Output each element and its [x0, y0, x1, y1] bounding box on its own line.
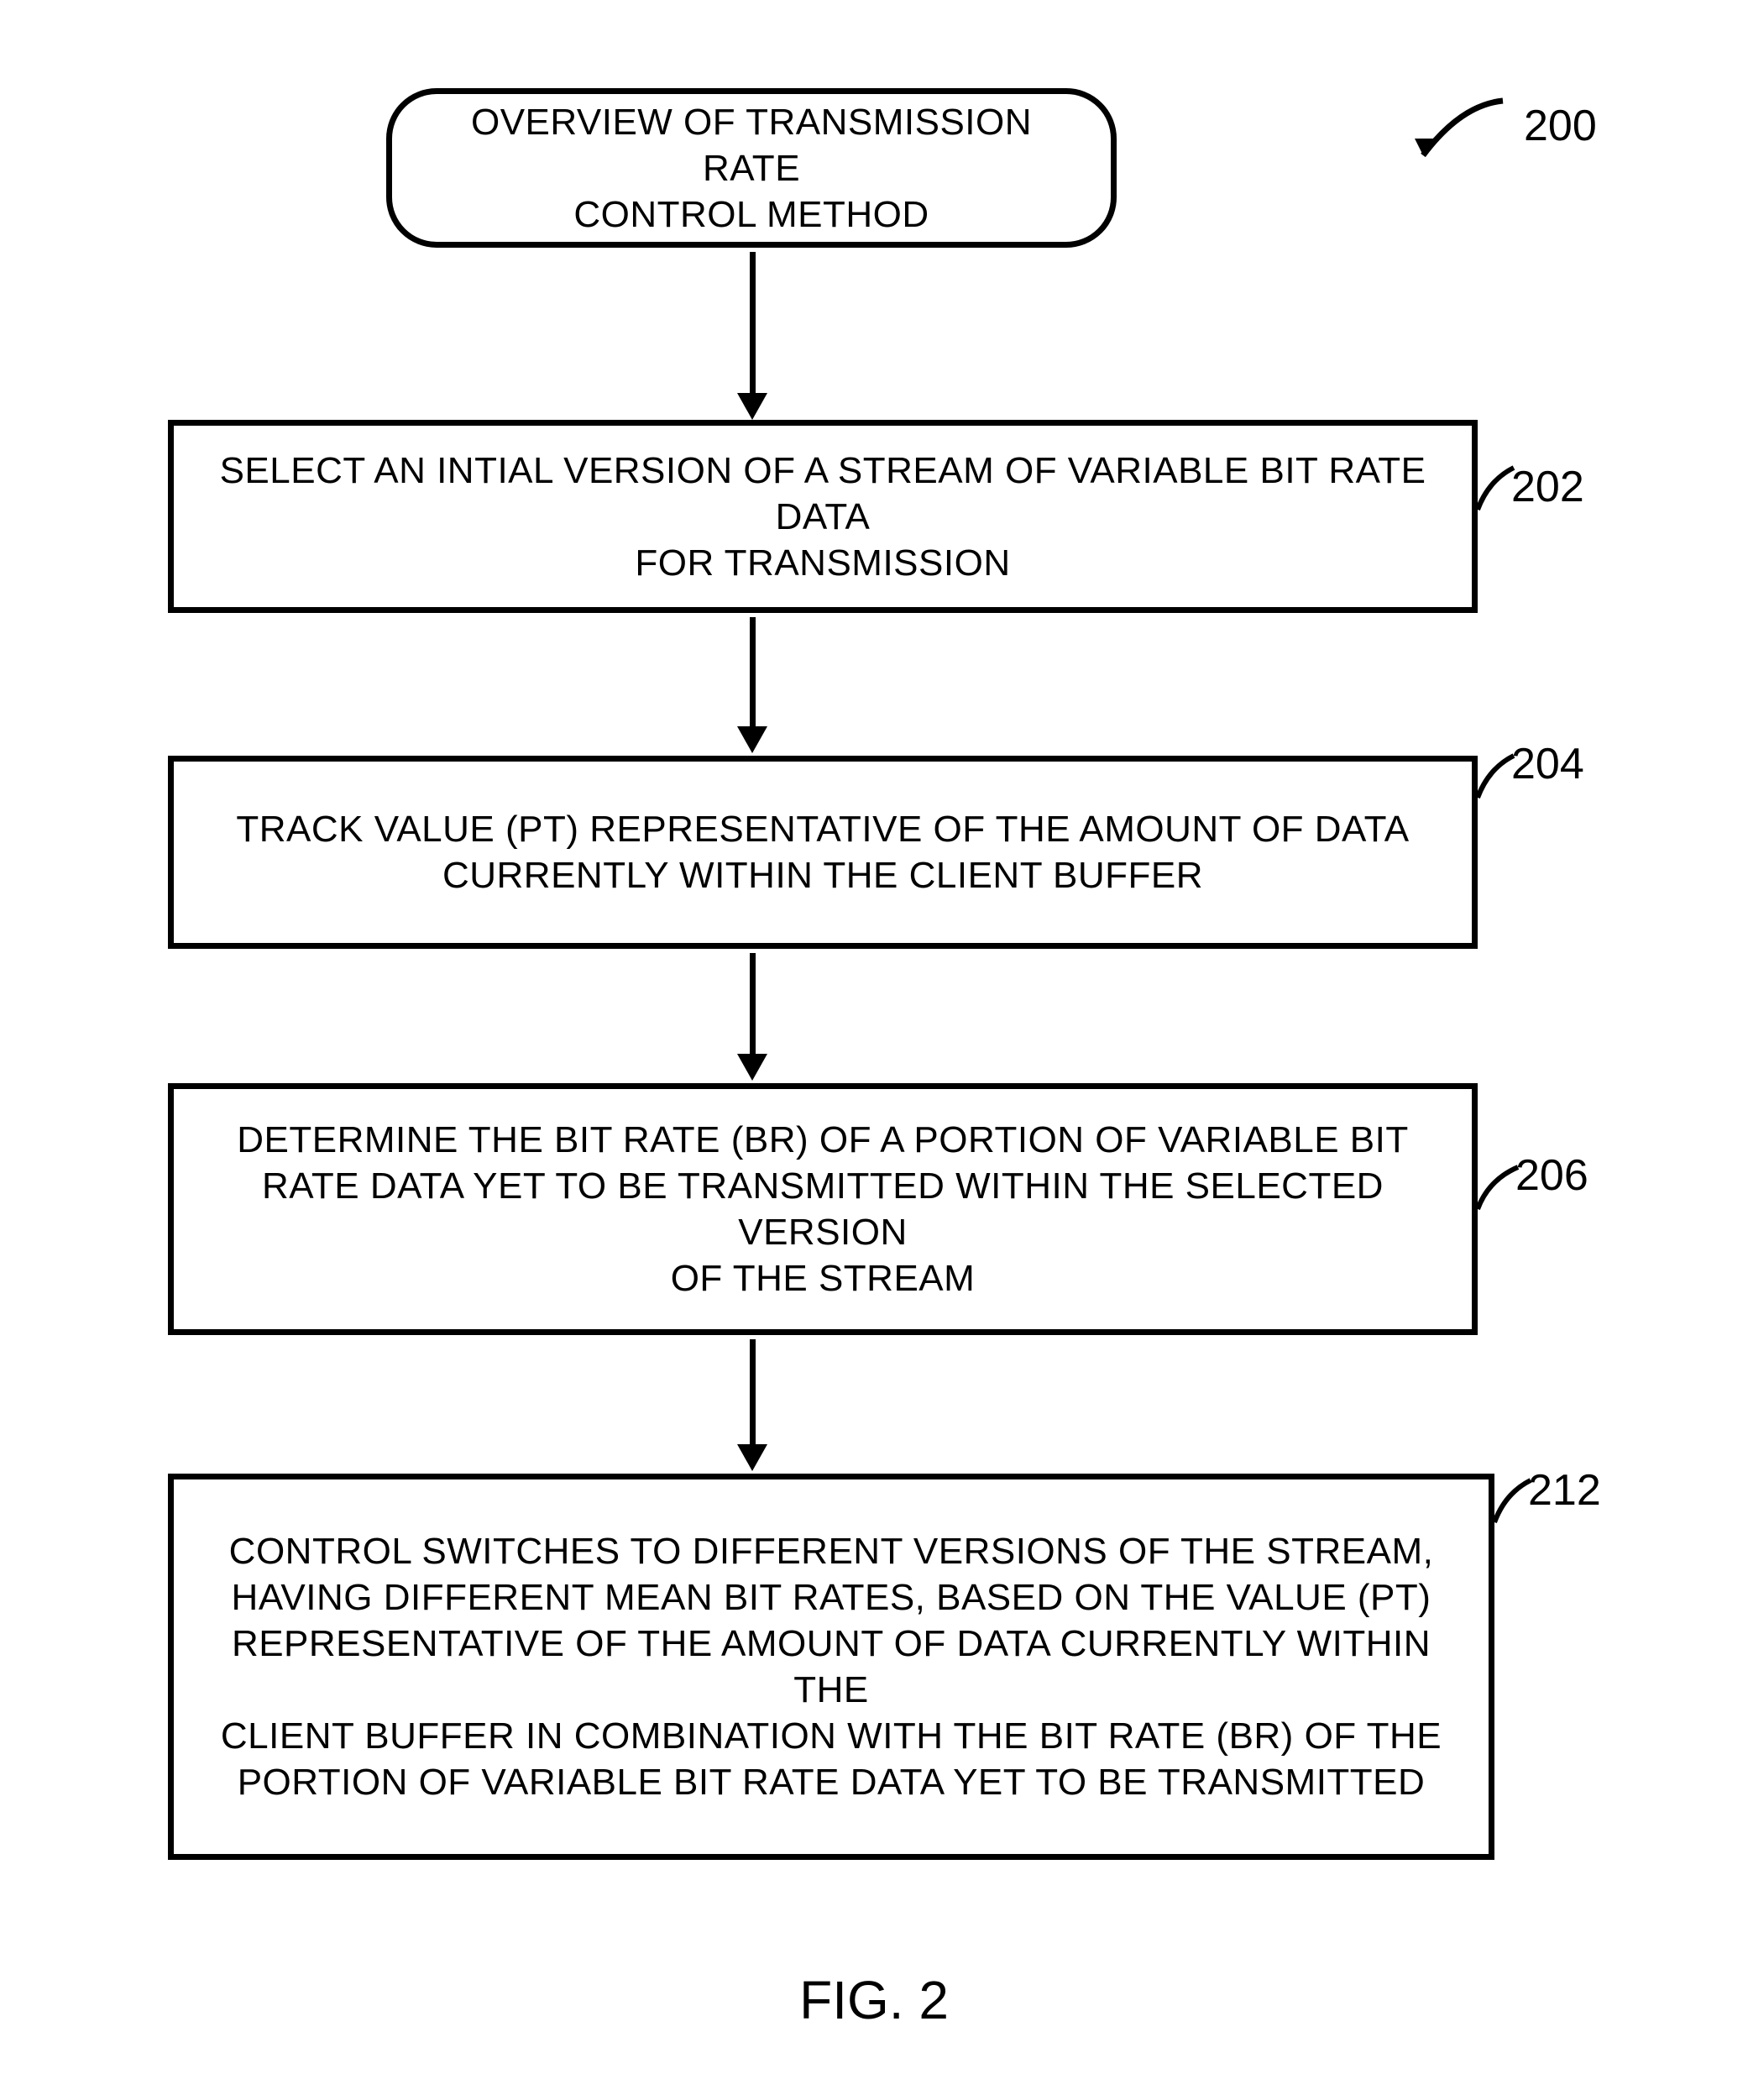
step-204-box: TRACK VALUE (PT) REPRESENTATIVE OF THE A… [168, 756, 1478, 949]
step-212-text: CONTROL SWITCHES TO DIFFERENT VERSIONS O… [207, 1528, 1455, 1805]
step-202-box: SELECT AN INTIAL VERSION OF A STREAM OF … [168, 420, 1478, 613]
step-204-line-2: CURRENTLY WITHIN THE CLIENT BUFFER [442, 855, 1203, 896]
title-box: OVERVIEW OF TRANSMISSION RATE CONTROL ME… [386, 88, 1117, 248]
step-212-line-4: CLIENT BUFFER IN COMBINATION WITH THE BI… [221, 1715, 1442, 1757]
step-206-line-3: OF THE STREAM [671, 1258, 976, 1299]
arrow-4-head [737, 1444, 767, 1471]
step-206-line-1: DETERMINE THE BIT RATE (BR) OF A PORTION… [237, 1119, 1408, 1160]
figure-caption: FIG. 2 [0, 1969, 1748, 2031]
title-line-1: OVERVIEW OF TRANSMISSION RATE [471, 102, 1032, 189]
step-202-line-2: FOR TRANSMISSION [635, 542, 1010, 584]
ref-number-202: 202 [1511, 462, 1584, 512]
arrow-2-head [737, 726, 767, 753]
arrow-1-head [737, 393, 767, 420]
step-212-box: CONTROL SWITCHES TO DIFFERENT VERSIONS O… [168, 1474, 1494, 1860]
arrow-4-line [750, 1339, 756, 1444]
flowchart-figure: 200 OVERVIEW OF TRANSMISSION RATE CONTRO… [0, 0, 1748, 2100]
step-206-line-2: RATE DATA YET TO BE TRANSMITTED WITHIN T… [262, 1165, 1384, 1253]
title-text: OVERVIEW OF TRANSMISSION RATE CONTROL ME… [426, 99, 1077, 238]
step-206-box: DETERMINE THE BIT RATE (BR) OF A PORTION… [168, 1083, 1478, 1335]
step-206-text: DETERMINE THE BIT RATE (BR) OF A PORTION… [207, 1117, 1438, 1301]
step-204-text: TRACK VALUE (PT) REPRESENTATIVE OF THE A… [236, 806, 1409, 898]
ref-number-200: 200 [1524, 101, 1597, 151]
step-212-line-1: CONTROL SWITCHES TO DIFFERENT VERSIONS O… [229, 1531, 1434, 1572]
ref-number-206: 206 [1515, 1150, 1588, 1201]
arrow-3-line [750, 953, 756, 1054]
step-212-line-3: REPRESENTATIVE OF THE AMOUNT OF DATA CUR… [232, 1623, 1431, 1710]
step-202-text: SELECT AN INTIAL VERSION OF A STREAM OF … [207, 448, 1438, 586]
arrow-3-head [737, 1054, 767, 1081]
step-212-line-2: HAVING DIFFERENT MEAN BIT RATES, BASED O… [232, 1577, 1431, 1618]
ref-number-204: 204 [1511, 739, 1584, 789]
step-204-line-1: TRACK VALUE (PT) REPRESENTATIVE OF THE A… [236, 809, 1409, 850]
step-202-line-1: SELECT AN INTIAL VERSION OF A STREAM OF … [220, 450, 1426, 537]
ref-number-212: 212 [1528, 1465, 1601, 1516]
arrow-1-line [750, 252, 756, 393]
title-line-2: CONTROL METHOD [573, 194, 929, 235]
step-212-line-5: PORTION OF VARIABLE BIT RATE DATA YET TO… [238, 1762, 1426, 1803]
ref-pointer-200 [1410, 92, 1511, 168]
arrow-2-line [750, 617, 756, 726]
